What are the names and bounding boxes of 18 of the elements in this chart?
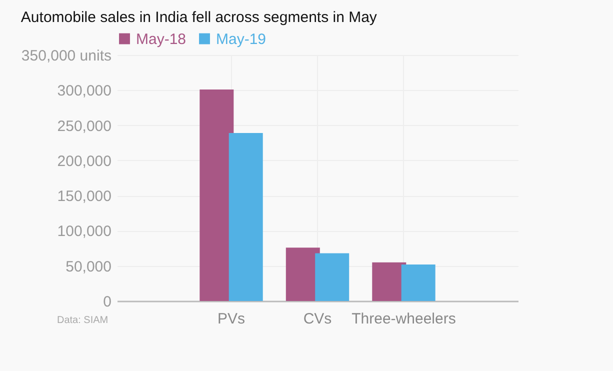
x-tick-label: CVs	[303, 310, 332, 328]
bar	[228, 133, 263, 301]
y-tick-label: 100,000	[57, 223, 112, 240]
chart-title: Automobile sales in India fell across segments in May	[20, 9, 378, 26]
legend-label: May-19	[216, 30, 266, 48]
y-tick-label: 50,000	[66, 258, 112, 276]
y-tick-label: 250,000	[57, 118, 112, 135]
y-tick-label: 350,000 units	[21, 48, 112, 64]
y-tick-label: 200,000	[57, 152, 112, 170]
bar	[315, 253, 350, 301]
y-tick-label: 0	[103, 294, 112, 310]
x-tick-label: Three-wheelers	[352, 310, 456, 328]
y-tick-label: 300,000	[57, 82, 112, 100]
legend-label: May-18	[136, 30, 186, 48]
bar	[401, 264, 436, 301]
text: Data: SIAM	[57, 315, 108, 326]
x-tick-label: PVs	[218, 310, 246, 328]
y-tick-label: 150,000	[57, 188, 112, 206]
